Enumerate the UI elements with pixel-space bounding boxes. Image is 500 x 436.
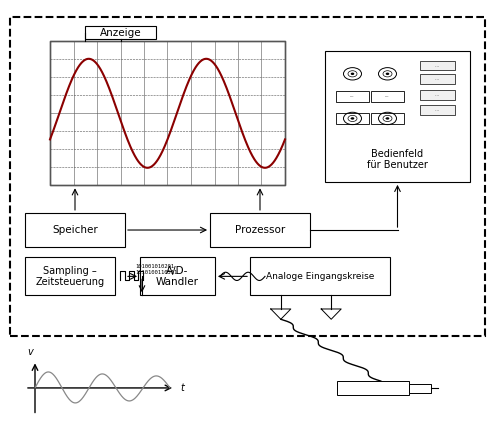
Text: ....: ....	[435, 64, 440, 68]
Bar	[409, 384, 432, 392]
Bar	[50, 41, 285, 185]
Text: A/D-
Wandler: A/D- Wandler	[156, 266, 199, 287]
Text: ---: ---	[350, 94, 355, 98]
Text: Anzeige: Anzeige	[100, 28, 141, 38]
Text: Bedienfeld
für Benutzer: Bedienfeld für Benutzer	[367, 149, 428, 170]
Circle shape	[350, 117, 354, 119]
Bar	[371, 91, 404, 102]
Bar	[250, 258, 390, 295]
Bar	[420, 61, 455, 70]
Circle shape	[350, 72, 354, 75]
Text: ---: ---	[385, 94, 390, 98]
Text: t: t	[180, 383, 184, 393]
Text: ....: ....	[435, 108, 440, 112]
Bar	[210, 213, 310, 247]
Text: Sampling –
Zeitsteuerung: Sampling – Zeitsteuerung	[36, 266, 104, 287]
Bar	[337, 381, 409, 395]
Bar	[336, 91, 369, 102]
Bar	[325, 51, 470, 182]
Bar	[25, 213, 125, 247]
Bar	[140, 258, 215, 295]
Circle shape	[386, 72, 390, 75]
Bar	[420, 106, 455, 115]
Text: Speicher: Speicher	[52, 225, 98, 235]
Text: Prozessor: Prozessor	[235, 225, 285, 235]
Text: ---: ---	[385, 116, 390, 120]
Text: ....: ....	[435, 77, 440, 81]
Circle shape	[386, 117, 390, 119]
Bar	[420, 75, 455, 84]
Bar	[25, 258, 115, 295]
Bar	[10, 17, 485, 337]
Text: Analoge Eingangskreise: Analoge Eingangskreise	[266, 272, 374, 281]
Text: ---: ---	[350, 116, 355, 120]
Bar	[336, 113, 369, 124]
Text: v: v	[27, 347, 33, 357]
Bar	[86, 27, 156, 40]
Text: ....: ....	[435, 93, 440, 97]
Text: 101001010201
1110100110511: 101001010201 1110100110511	[135, 264, 177, 275]
Bar	[371, 113, 404, 124]
Bar	[420, 90, 455, 99]
